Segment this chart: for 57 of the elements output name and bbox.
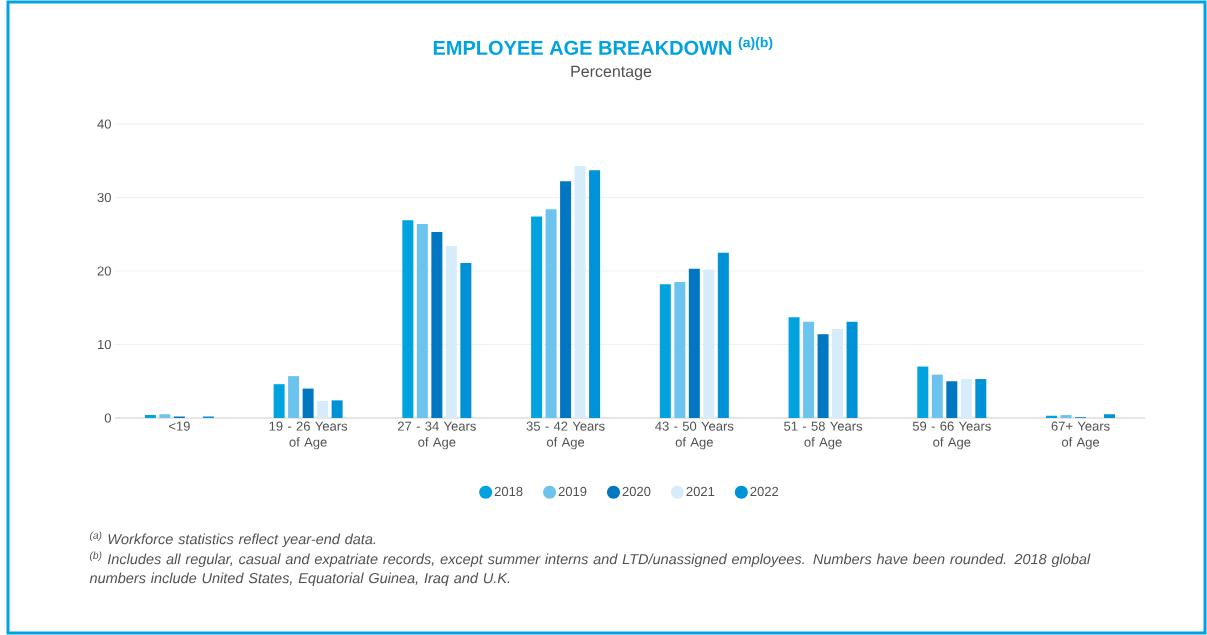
x-tick-label: 59 - 66 Years of Age: [912, 421, 991, 450]
bar: [302, 388, 314, 418]
bar: [946, 381, 958, 418]
x-tick-label: 27 - 34 Years of Age: [398, 421, 476, 450]
x-tick-label: <19: [168, 421, 190, 431]
x-tick-label: 51 - 58 Years of Age: [784, 421, 863, 450]
bar: [960, 379, 972, 418]
y-tick-label: 0: [104, 413, 111, 423]
bar: [416, 223, 428, 418]
bar: [317, 401, 329, 418]
bar: [931, 374, 943, 418]
bar: [717, 252, 729, 418]
legend-label: 2022: [750, 486, 779, 497]
bar: [560, 181, 572, 418]
bar: [688, 268, 700, 418]
chart-title: EMPLOYEE AGE BREAKDOWN $^{(a)(b)}$: [433, 37, 773, 55]
legend-label: 2019: [558, 486, 587, 497]
bar: [402, 220, 414, 418]
bar: [917, 366, 929, 418]
y-tick-label: 30: [97, 192, 111, 203]
bar: [703, 269, 715, 418]
bar: [803, 321, 815, 418]
bar: [817, 334, 829, 418]
bar: [273, 384, 285, 418]
y-tick-label: 10: [98, 339, 111, 350]
bar: [832, 329, 844, 418]
bar: [788, 317, 800, 418]
bar: [659, 284, 671, 418]
bar: [545, 209, 557, 418]
x-tick-label: 19 - 26 Years of Age: [269, 421, 348, 450]
bar: [460, 262, 472, 418]
bar: [1060, 415, 1072, 418]
legend-label: 2020: [622, 486, 651, 497]
chart-subtitle: Percentage: [571, 65, 652, 81]
bar: [975, 379, 987, 418]
bar: [1046, 415, 1058, 418]
x-tick-label: 43 - 50 Years of Age: [655, 421, 734, 450]
bar: [445, 246, 457, 418]
y-tick-label: 40: [97, 119, 111, 129]
bar: [674, 282, 686, 418]
bar: [574, 165, 586, 418]
bar: [144, 415, 156, 418]
bar: [331, 400, 343, 418]
bar: [159, 414, 171, 418]
bar: [431, 232, 443, 418]
legend-label: 2018: [494, 486, 523, 497]
text: $^{(a)}$ Workforce statistics reflect year-end data.: [90, 531, 376, 548]
x-tick-label: 67+ Years of Age: [1051, 421, 1110, 450]
bar: [531, 216, 543, 418]
bar: [589, 170, 601, 418]
y-tick-label: 20: [97, 266, 111, 276]
bar: [846, 321, 858, 418]
bar: [1104, 414, 1116, 418]
x-tick-label: 35 - 42 Years of Age: [526, 421, 605, 450]
text: $^{(b)}$ Includes all regular, casual and expatriate records, except summer interns and LTD/unassigned employees. Numbers have been rounded. 2018 global numbers include United States, Equatorial Guinea, Iraq and U.K.: [89, 551, 1091, 587]
legend-label: 2021: [686, 486, 715, 497]
bar: [288, 376, 300, 418]
